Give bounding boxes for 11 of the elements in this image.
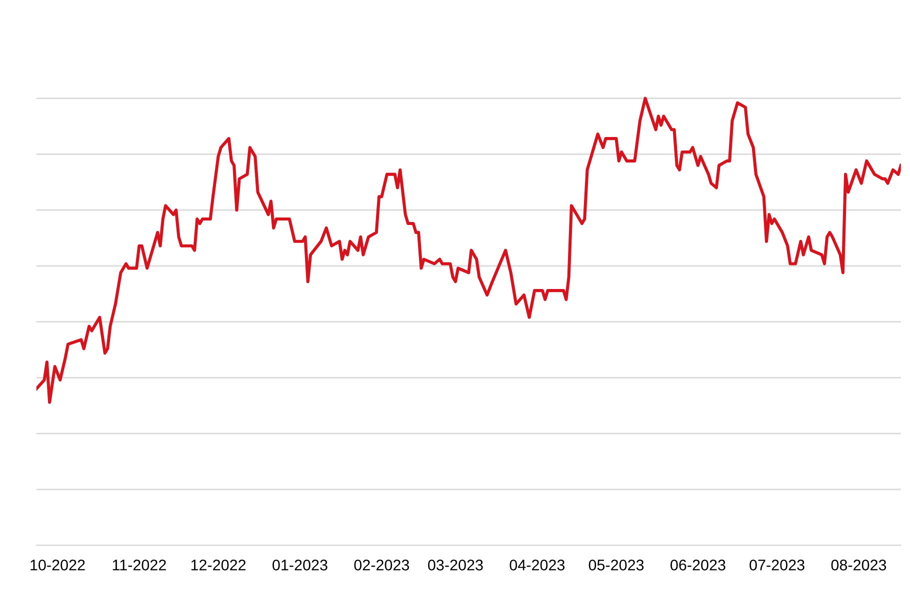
x-tick-label: 06-2023 [670, 560, 726, 570]
x-tick-label: 12-2022 [191, 560, 246, 570]
x-tick-label: 08-2023 [831, 560, 886, 570]
x-tick-label: 05-2023 [588, 560, 644, 570]
x-tick-label: 04-2023 [510, 560, 565, 570]
x-tick-label: 03-2023 [428, 560, 483, 570]
x-tick-label: 01-2023 [272, 560, 328, 570]
x-tick-label: 02-2023 [354, 560, 410, 570]
x-tick-label: 07-2023 [750, 560, 804, 570]
x-tick-label: 10-2022 [30, 560, 85, 570]
x-tick-label: 11-2022 [112, 560, 166, 570]
